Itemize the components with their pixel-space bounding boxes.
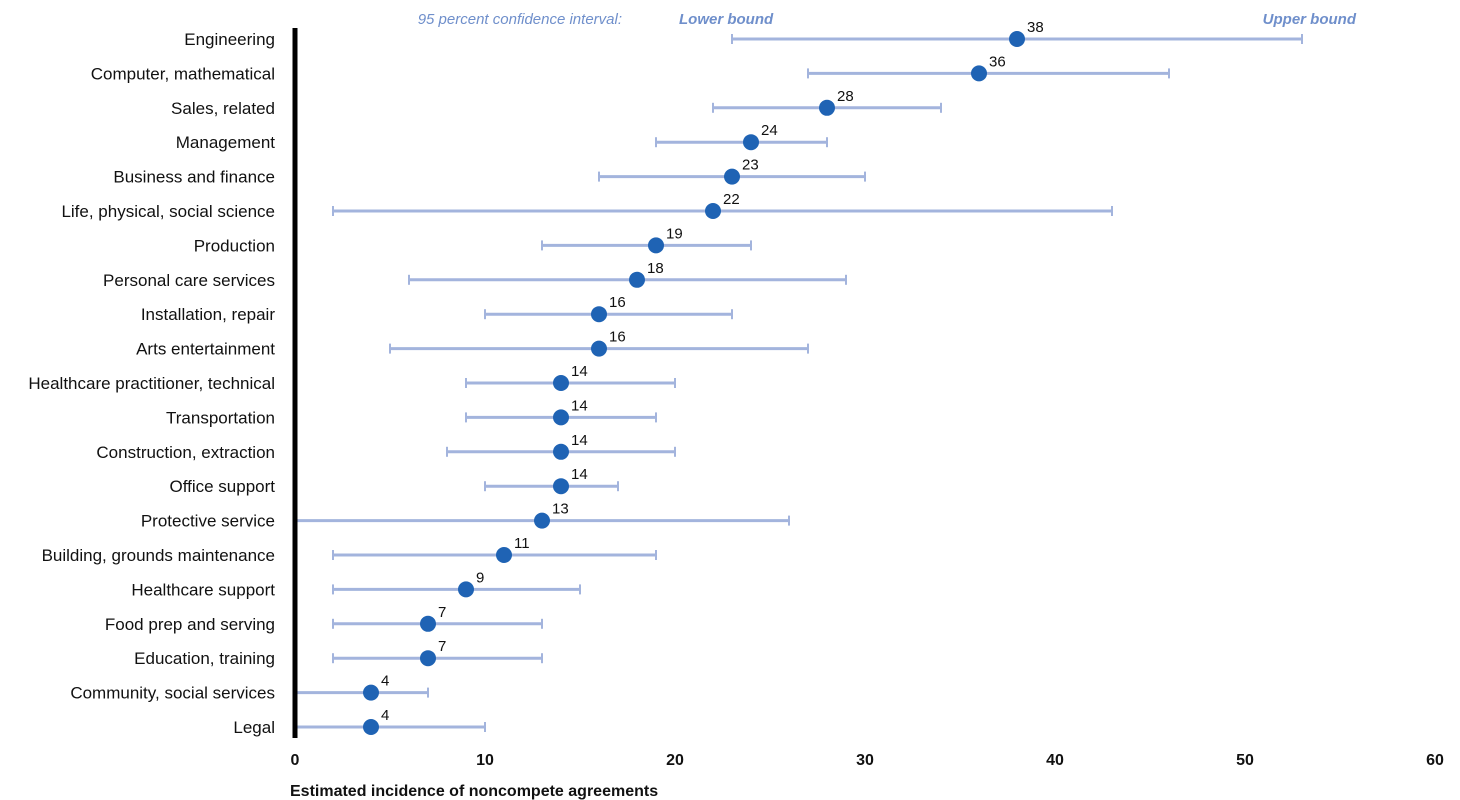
value-label: 24 [761, 122, 778, 139]
category-label: Sales, related [171, 99, 275, 118]
point-estimate [496, 547, 512, 563]
value-label: 4 [381, 673, 389, 690]
confidence-interval [484, 481, 619, 492]
confidence-intervals [294, 34, 1303, 732]
x-axis-label: Estimated incidence of noncompete agreem… [290, 783, 658, 800]
point-estimate [591, 306, 607, 323]
point-estimate [534, 512, 550, 529]
point-estimate [819, 99, 835, 116]
value-label: 28 [837, 88, 854, 105]
value-label: 14 [571, 363, 588, 380]
point-estimate [458, 581, 474, 598]
point-estimate [971, 65, 987, 82]
point-estimate [553, 443, 569, 460]
category-label: Transportation [166, 408, 275, 427]
value-label: 23 [742, 157, 759, 174]
value-label: 22 [723, 191, 740, 208]
confidence-interval [484, 309, 733, 320]
point-estimate [1009, 31, 1025, 47]
value-label: 9 [476, 569, 484, 586]
point-estimate [363, 684, 379, 701]
confidence-interval [655, 137, 828, 148]
legend-ci-label: 95 percent confidence interval: [418, 11, 622, 28]
x-tick-label: 50 [1236, 752, 1254, 769]
value-label: 14 [571, 397, 588, 414]
confidence-interval [807, 68, 1170, 79]
category-label: Protective service [141, 512, 275, 531]
confidence-interval [332, 653, 543, 664]
point-estimate [420, 615, 436, 632]
confidence-interval [294, 722, 486, 732]
confidence-interval [332, 584, 581, 595]
point-estimate [553, 375, 569, 391]
confidence-interval [332, 550, 657, 560]
point-estimate [724, 168, 740, 185]
category-label: Food prep and serving [105, 615, 275, 634]
value-label: 19 [666, 225, 683, 242]
value-label: 14 [571, 432, 588, 449]
confidence-interval [541, 240, 752, 251]
x-axis-ticks: 0 10 20 30 40 50 60 [291, 752, 1444, 769]
legend: 95 percent confidence interval: Lower bo… [418, 11, 1357, 28]
x-tick-label: 40 [1046, 752, 1064, 769]
point-estimate [553, 478, 569, 495]
point-estimate [629, 271, 645, 288]
category-label: Production [194, 236, 275, 255]
x-tick-label: 20 [666, 752, 684, 769]
point-estimate [648, 237, 664, 254]
category-label: Business and finance [113, 168, 275, 187]
legend-upper-bound-label: Upper bound [1263, 11, 1357, 28]
x-tick-label: 30 [856, 752, 874, 769]
value-label: 18 [647, 260, 664, 277]
category-labels: Engineering Computer, mathematical Sales, … [28, 30, 275, 737]
point-estimate [363, 719, 379, 735]
value-label: 7 [438, 638, 446, 655]
value-label: 36 [989, 53, 1006, 70]
x-tick-label: 10 [476, 752, 494, 769]
category-label: Construction, extraction [96, 443, 275, 462]
value-label: 14 [571, 466, 588, 483]
x-tick-label: 60 [1426, 752, 1444, 769]
value-label: 7 [438, 604, 446, 621]
value-label: 38 [1027, 19, 1044, 36]
confidence-interval [294, 687, 429, 698]
category-label: Community, social services [70, 684, 275, 703]
category-label: Life, physical, social science [61, 202, 275, 221]
category-label: Management [176, 133, 276, 152]
value-label: 11 [514, 535, 530, 552]
point-estimate [420, 650, 436, 667]
value-label: 4 [381, 707, 389, 724]
point-estimate [591, 340, 607, 357]
point-estimate [553, 409, 569, 426]
category-label: Computer, mathematical [91, 64, 275, 83]
point-estimates [363, 31, 1025, 735]
legend-lower-bound-label: Lower bound [679, 11, 774, 28]
category-label: Office support [169, 477, 275, 496]
point-estimate [743, 134, 759, 151]
category-label: Engineering [184, 30, 275, 49]
point-estimate [705, 203, 721, 219]
value-label: 16 [609, 329, 626, 346]
category-label: Personal care services [103, 271, 275, 290]
category-label: Legal [233, 718, 275, 737]
confidence-interval [465, 378, 676, 388]
category-label: Arts entertainment [136, 340, 275, 359]
category-label: Building, grounds maintenance [42, 546, 275, 565]
confidence-interval [408, 274, 847, 285]
confidence-interval [332, 618, 543, 629]
category-label: Healthcare support [131, 580, 275, 599]
category-label: Installation, repair [141, 305, 276, 324]
value-label: 13 [552, 501, 569, 518]
value-label: 16 [609, 294, 626, 311]
confidence-interval [332, 206, 1113, 216]
x-tick-label: 0 [291, 752, 300, 769]
category-label: Healthcare practitioner, technical [28, 374, 275, 393]
category-label: Education, training [134, 649, 275, 668]
